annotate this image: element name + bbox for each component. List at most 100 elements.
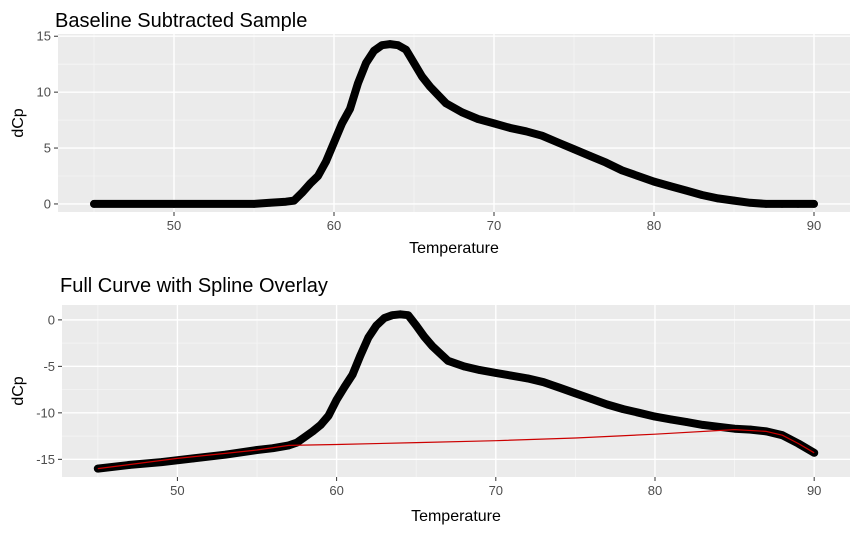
data-point xyxy=(418,72,426,81)
data-point xyxy=(332,396,341,404)
data-point xyxy=(338,119,346,128)
data-point xyxy=(370,47,378,55)
x-tick-label: 50 xyxy=(170,483,184,498)
data-point xyxy=(412,321,421,330)
data-point xyxy=(650,177,658,186)
x-tick-label: 90 xyxy=(807,218,821,233)
data-point xyxy=(266,199,274,207)
data-point xyxy=(386,40,394,48)
data-point xyxy=(301,433,309,441)
data-point xyxy=(324,411,333,420)
data-point xyxy=(250,200,258,208)
data-point xyxy=(410,59,418,67)
data-point xyxy=(308,427,317,436)
data-series xyxy=(90,40,818,208)
x-tick-label: 60 xyxy=(329,483,343,498)
data-point xyxy=(538,131,546,140)
data-point xyxy=(314,172,322,180)
chart-baseline-subtracted: Baseline Subtracted Sample 50 60 70 80 90 0 5… xyxy=(10,10,850,257)
y-tick-label: 10 xyxy=(37,85,51,100)
plot-panel xyxy=(62,305,850,477)
data-point xyxy=(651,412,659,421)
y-tick-label: 5 xyxy=(44,141,51,156)
data-point xyxy=(730,196,738,205)
data-point xyxy=(442,99,450,108)
data-point xyxy=(293,438,301,447)
data-point xyxy=(587,395,596,403)
data-point xyxy=(539,378,548,387)
data-point xyxy=(388,311,397,320)
data-point xyxy=(682,186,690,195)
data-point xyxy=(170,200,178,208)
data-point xyxy=(522,127,530,136)
data-point xyxy=(221,450,229,459)
data-point xyxy=(492,369,500,377)
data-point xyxy=(666,182,674,190)
data-point xyxy=(635,409,643,417)
data-point xyxy=(634,172,642,180)
x-axis-title: Temperature xyxy=(411,508,501,525)
data-point xyxy=(714,194,722,203)
chart-title: Full Curve with Spline Overlay xyxy=(60,275,328,297)
spline-line xyxy=(97,429,815,470)
data-point xyxy=(444,357,452,365)
data-point xyxy=(746,199,754,207)
data-point xyxy=(476,366,484,374)
data-point xyxy=(570,145,578,153)
data-point xyxy=(378,41,386,49)
x-tick-label: 80 xyxy=(648,483,662,498)
data-point xyxy=(602,158,610,167)
x-tick-label: 80 xyxy=(647,218,661,233)
plot-panel xyxy=(58,34,850,212)
y-axis-title: dCp xyxy=(10,376,27,405)
data-point xyxy=(762,200,770,208)
data-point xyxy=(346,105,354,113)
data-point xyxy=(372,321,381,330)
data-point xyxy=(316,421,325,429)
y-axis-title: dCp xyxy=(10,108,27,137)
data-point xyxy=(618,166,626,175)
data-point xyxy=(396,310,405,319)
data-point xyxy=(356,351,365,360)
y-tick-labels: -15 -10 -5 0 xyxy=(36,312,55,466)
data-point xyxy=(394,41,402,49)
y-tick-label: -15 xyxy=(36,452,55,467)
data-point xyxy=(554,138,562,147)
x-tick-labels: 50 60 70 80 90 xyxy=(167,218,821,233)
x-tick-label: 70 xyxy=(487,218,501,233)
data-point xyxy=(778,200,786,208)
y-tick-labels: 0 5 10 15 xyxy=(37,29,51,212)
y-tick-label: -5 xyxy=(43,359,55,374)
data-point xyxy=(420,332,429,341)
data-point xyxy=(810,200,818,208)
data-point xyxy=(603,400,611,409)
data-point xyxy=(698,421,707,429)
data-point xyxy=(794,200,802,208)
data-point xyxy=(404,311,413,320)
data-point xyxy=(362,59,370,67)
data-point xyxy=(157,458,166,466)
y-tick-label: 0 xyxy=(44,196,51,211)
data-point xyxy=(506,124,514,132)
data-point xyxy=(298,189,306,197)
data-point xyxy=(189,454,198,463)
x-tick-label: 70 xyxy=(489,483,503,498)
data-point xyxy=(94,464,102,473)
x-tick-labels: 50 60 70 80 90 xyxy=(170,483,821,498)
data-point xyxy=(746,425,755,434)
y-tick-label: 0 xyxy=(48,312,55,327)
chart-full-curve-spline: Full Curve with Spline Overlay 50 60 70 80 9… xyxy=(10,275,850,525)
data-point xyxy=(426,82,434,91)
data-point xyxy=(428,342,436,350)
data-point xyxy=(698,191,706,199)
data-point xyxy=(586,152,594,160)
data-point xyxy=(571,389,580,398)
data-point xyxy=(330,138,338,147)
data-series xyxy=(93,310,819,473)
data-point xyxy=(290,196,298,205)
data-point xyxy=(667,415,675,424)
data-point xyxy=(458,108,466,117)
data-point xyxy=(714,423,723,431)
data-point xyxy=(354,79,362,87)
